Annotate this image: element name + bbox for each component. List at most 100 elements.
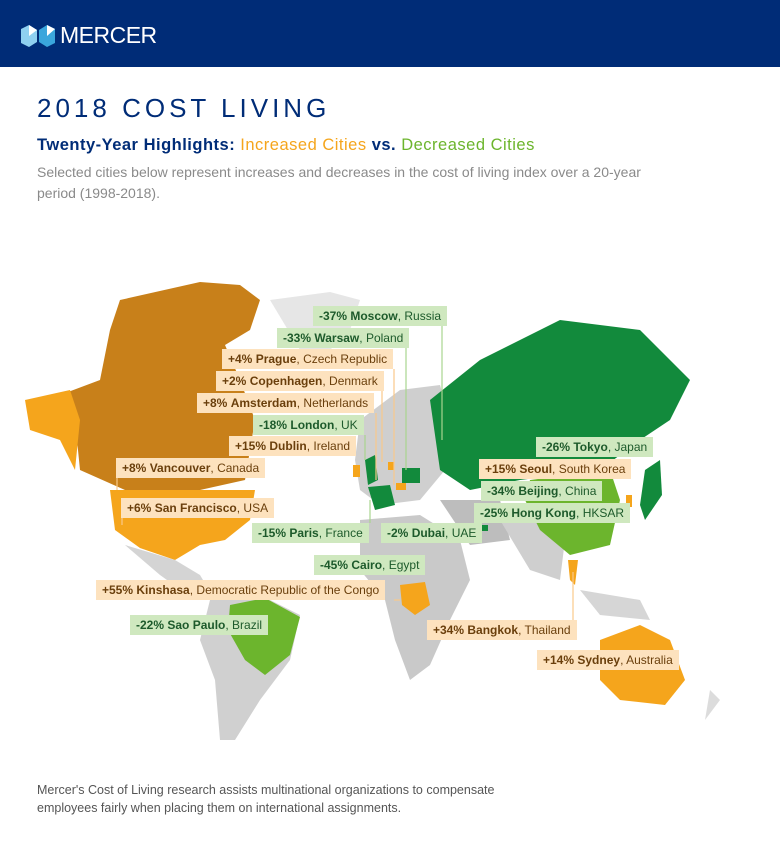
country-name: Democratic Republic of the Congo — [196, 583, 380, 597]
city-label-dubai: -2% Dubai, UAE — [381, 523, 483, 543]
city-label-prague: +4% Prague, Czech Republic — [222, 349, 394, 369]
country-name: Netherlands — [303, 396, 369, 410]
canada-region — [60, 282, 260, 490]
city-change: +34% — [433, 623, 465, 637]
korea — [626, 495, 632, 507]
ireland — [353, 465, 360, 477]
city-change: +15% — [235, 439, 267, 453]
city-label-beijing: -34% Beijing, China — [481, 481, 603, 501]
city-change: +14% — [543, 653, 575, 667]
country-name: Denmark — [329, 374, 378, 388]
city-change: +8% — [203, 396, 228, 410]
mercer-logo: MERCER — [21, 22, 157, 49]
country-name: Japan — [614, 440, 648, 454]
city-label-sydney: +14% Sydney, Australia — [537, 650, 679, 670]
city-name: Prague — [255, 352, 297, 366]
country-name: Brazil — [232, 618, 263, 632]
city-change: -34% — [487, 484, 516, 498]
leader-lines — [116, 326, 574, 620]
city-label-sao-paulo: -22% Sao Paulo, Brazil — [130, 615, 269, 635]
country-name: China — [565, 484, 597, 498]
southeast-asia — [580, 590, 650, 620]
city-name: Seoul — [519, 462, 553, 476]
header-bar: MERCER — [0, 0, 780, 67]
city-name: Dublin — [269, 439, 307, 453]
city-label-london: -18% London, UK — [253, 415, 364, 435]
subtitle: Twenty-Year Highlights: Increased Cities… — [37, 136, 535, 155]
decreased-legend: Decreased Cities — [401, 136, 535, 154]
czech — [396, 483, 406, 490]
country-name: Australia — [626, 653, 673, 667]
city-name: Dubai — [411, 526, 446, 540]
mercer-logo-icon — [21, 24, 55, 47]
country-name: Thailand — [524, 623, 571, 637]
drc — [400, 582, 430, 615]
city-name: Vancouver — [149, 461, 211, 475]
city-label-bangkok: +34% Bangkok, Thailand — [427, 620, 577, 640]
city-change: -33% — [283, 331, 312, 345]
city-change: -2% — [387, 526, 409, 540]
japan — [640, 460, 662, 520]
city-label-paris: -15% Paris, France — [252, 523, 369, 543]
city-name: Moscow — [350, 309, 398, 323]
subtitle-prefix: Twenty-Year Highlights: — [37, 136, 241, 154]
city-name: Beijing — [518, 484, 559, 498]
city-name: Warsaw — [314, 331, 360, 345]
country-name: Poland — [365, 331, 404, 345]
city-label-warsaw: -33% Warsaw, Poland — [277, 328, 410, 348]
city-change: +55% — [102, 583, 134, 597]
new-zealand — [705, 690, 720, 720]
country-name: USA — [243, 501, 269, 515]
city-label-moscow: -37% Moscow, Russia — [313, 306, 448, 326]
city-name: San Francisco — [154, 501, 237, 515]
city-label-amsterdam: +8% Amsterdam, Netherlands — [197, 393, 375, 413]
city-change: +8% — [122, 461, 147, 475]
denmark — [388, 462, 394, 470]
city-label-vancouver: +8% Vancouver, Canada — [116, 458, 266, 478]
city-label-cairo: -45% Cairo, Egypt — [314, 555, 426, 575]
country-name: Egypt — [388, 558, 420, 572]
city-change: +6% — [127, 501, 152, 515]
uk — [365, 455, 378, 485]
city-change: +15% — [485, 462, 517, 476]
france — [368, 485, 395, 510]
city-label-seoul: +15% Seoul, South Korea — [479, 459, 632, 479]
city-label-tokyo: -26% Tokyo, Japan — [536, 437, 654, 457]
city-name: Kinshasa — [136, 583, 190, 597]
europe — [355, 385, 450, 505]
city-change: -18% — [259, 418, 288, 432]
country-name: South Korea — [558, 462, 626, 476]
country-name: UK — [341, 418, 358, 432]
alaska — [25, 390, 80, 470]
city-change: -15% — [258, 526, 287, 540]
city-name: Amsterdam — [230, 396, 297, 410]
uae — [480, 525, 488, 531]
city-name: Bangkok — [467, 623, 519, 637]
city-name: Sao Paulo — [167, 618, 226, 632]
city-label-san-francisco: +6% San Francisco, USA — [121, 498, 275, 518]
page-title: 2018 COST LIVING — [37, 93, 331, 123]
country-name: Canada — [217, 461, 260, 475]
increased-legend: Increased Cities — [240, 136, 367, 154]
city-label-copenhagen: +2% Copenhagen, Denmark — [216, 371, 384, 391]
city-name: Paris — [289, 526, 319, 540]
country-name: Russia — [404, 309, 442, 323]
city-change: -26% — [542, 440, 571, 454]
city-name: Copenhagen — [249, 374, 323, 388]
country-name: Ireland — [313, 439, 351, 453]
city-name: Sydney — [577, 653, 621, 667]
city-name: Hong Kong — [511, 506, 577, 520]
country-name: France — [325, 526, 363, 540]
subtitle-vs: vs. — [366, 136, 402, 154]
city-change: -22% — [136, 618, 165, 632]
city-label-dublin: +15% Dublin, Ireland — [229, 436, 357, 456]
city-name: Tokyo — [573, 440, 608, 454]
brand-name: MERCER — [60, 22, 157, 48]
city-change: +2% — [222, 374, 247, 388]
footer-note: Mercer's Cost of Living research assists… — [37, 783, 495, 815]
country-name: UAE — [451, 526, 477, 540]
city-change: +4% — [228, 352, 253, 366]
city-label-kinshasa: +55% Kinshasa, Democratic Republic of th… — [96, 580, 386, 600]
poland — [402, 468, 420, 483]
